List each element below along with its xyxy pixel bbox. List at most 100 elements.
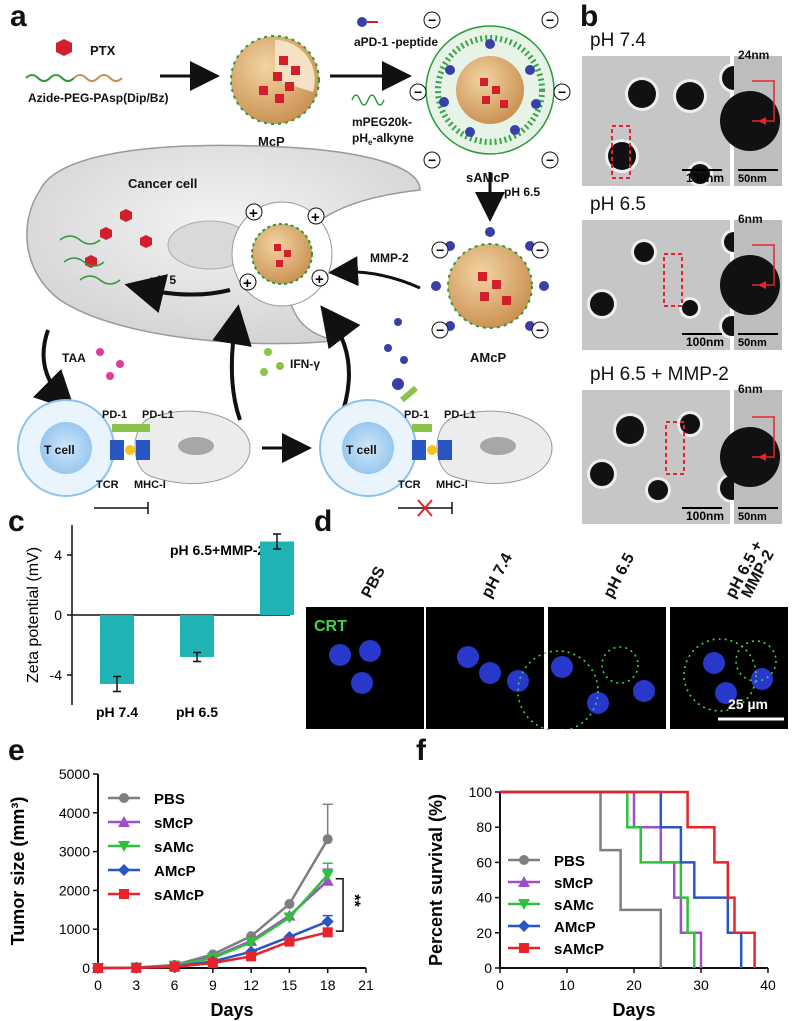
legend-label: PBS (554, 853, 585, 870)
legend-label: AMcP (154, 863, 196, 880)
crt-signal (683, 638, 757, 712)
y-tick-label: 4000 (59, 805, 90, 821)
x-tick-label: 0 (94, 977, 102, 993)
y-axis-label: Zeta potential (mV) (25, 547, 42, 683)
condition-label: pH 6.5 (601, 550, 639, 600)
svg-text:−: − (558, 84, 566, 100)
legend-marker (118, 864, 130, 876)
legend-marker (519, 943, 529, 953)
samcp-particle (425, 25, 555, 155)
legend-marker (518, 899, 530, 910)
svg-text:+: + (249, 205, 258, 222)
x-tick-label: 10 (559, 977, 575, 993)
panel-a-schematic: a PTX Azide-PEG-PAsp(Dip/Bz) McP aPD-1 -… (10, 0, 571, 517)
amcp-charge-icons: − − − − (431, 241, 549, 339)
tcell-label-2: T cell (346, 443, 377, 457)
x-tick-label: 9 (209, 977, 217, 993)
ph5-label: pH 5 (150, 273, 176, 287)
negative-charge-icons: − − − − − − (409, 11, 571, 169)
ifn-dots (260, 348, 284, 376)
y-tick-label: 0 (82, 960, 90, 976)
legend-marker (119, 793, 129, 803)
polymer-chain-icon (25, 74, 75, 82)
chart-c-title: pH 6.5+MMP-2 (170, 542, 266, 558)
taa-label: TAA (62, 351, 86, 365)
tem-micrograph: 100nm 50nm (582, 390, 782, 524)
x-tick-label: 12 (243, 977, 259, 993)
arrow-mmp2 (328, 256, 421, 290)
tem-condition-label: pH 7.4 (590, 30, 646, 51)
panel-label-e: e (8, 734, 25, 767)
panel-e-tumor-chart: e 0 1000 2000 3000 4000 5000 0 3 6 9 12 15 18 21 Days Tu… (8, 734, 374, 1020)
x-tick-label: 21 (358, 977, 374, 993)
nucleus-blue (507, 670, 529, 692)
y-tick-label: 0 (54, 607, 62, 623)
legend-marker (118, 816, 130, 827)
cancer-cell-label: Cancer cell (128, 176, 197, 191)
peptide-icon (357, 17, 367, 27)
legend-label: sAMcP (554, 941, 604, 958)
data-point (322, 834, 333, 845)
tem-micrograph: 100nm 50nm (582, 220, 782, 350)
mhc-label-2: MHC-I (436, 479, 468, 491)
mhc-label-1: MHC-I (134, 479, 166, 491)
crt-stain-label: CRT (314, 618, 347, 635)
ptx-icon (56, 39, 72, 56)
released-ptx-icons (85, 209, 152, 268)
tcr-label-1: TCR (96, 479, 119, 491)
nucleus-blue (633, 680, 655, 702)
nucleus-blue (359, 640, 381, 662)
data-point (93, 963, 103, 973)
x-tick-label: 30 (693, 977, 709, 993)
tcell-synapse-1 (17, 399, 251, 497)
tem-condition-label: pH 6.5 (590, 194, 646, 215)
zoom-box (663, 253, 683, 307)
x-axis-label: Days (210, 1000, 253, 1020)
zeta-bar (100, 615, 134, 684)
tcell-synapse-2 (319, 378, 553, 497)
nucleus-blue (457, 646, 479, 668)
inhibition-line-1 (94, 502, 149, 514)
nucleus-blue (329, 644, 351, 666)
nucleus-blue (715, 682, 737, 704)
zeta-bar (260, 541, 294, 615)
panel-label-b: b (580, 0, 598, 33)
y-tick-label: 2000 (59, 882, 90, 898)
panel-label-a: a (10, 0, 27, 33)
ph65-label: pH 6.5 (504, 185, 540, 199)
y-tick-label: -4 (50, 667, 63, 683)
legend-label: sAMcP (154, 887, 204, 904)
panel-label-d: d (314, 505, 332, 538)
y-tick-label: 0 (484, 960, 492, 976)
svg-text:−: − (546, 12, 554, 28)
positive-charge-icons: + + + + (239, 203, 329, 292)
legend-marker (518, 920, 530, 932)
significance-bracket (335, 878, 344, 932)
data-point (284, 898, 295, 909)
x-tick-label: 15 (282, 977, 298, 993)
samcp-label: sAMcP (466, 170, 510, 185)
svg-text:−: − (436, 322, 444, 338)
tcell-label-1: T cell (44, 443, 75, 457)
zeta-bar (180, 615, 214, 657)
pdl1-label-1: PD-L1 (142, 409, 174, 421)
nucleus-blue (351, 672, 373, 694)
x-axis-label: Days (612, 1000, 655, 1020)
tem-micrograph: 100nm 50nm (582, 56, 782, 186)
svg-text:+: + (243, 275, 252, 292)
mpeg-label-2: pHe-alkyne (352, 131, 414, 147)
svg-text:+: + (315, 271, 324, 288)
mmp2-label: MMP-2 (370, 251, 409, 265)
data-point (283, 912, 296, 924)
arrow-ifn (212, 304, 252, 421)
data-point (321, 915, 334, 928)
peptide-label: aPD-1 -peptide (354, 35, 438, 49)
crt-signal (601, 646, 639, 684)
tem-condition-label: pH 6.5 + MMP-2 (590, 364, 729, 385)
ptx-label: PTX (90, 43, 116, 58)
condition-label: pH 7.4 (479, 550, 517, 600)
arrow-ph5 (124, 274, 231, 314)
legend-label: sAMc (554, 897, 594, 914)
arrow-taa (32, 329, 76, 412)
condition-label: PBS (359, 564, 390, 601)
